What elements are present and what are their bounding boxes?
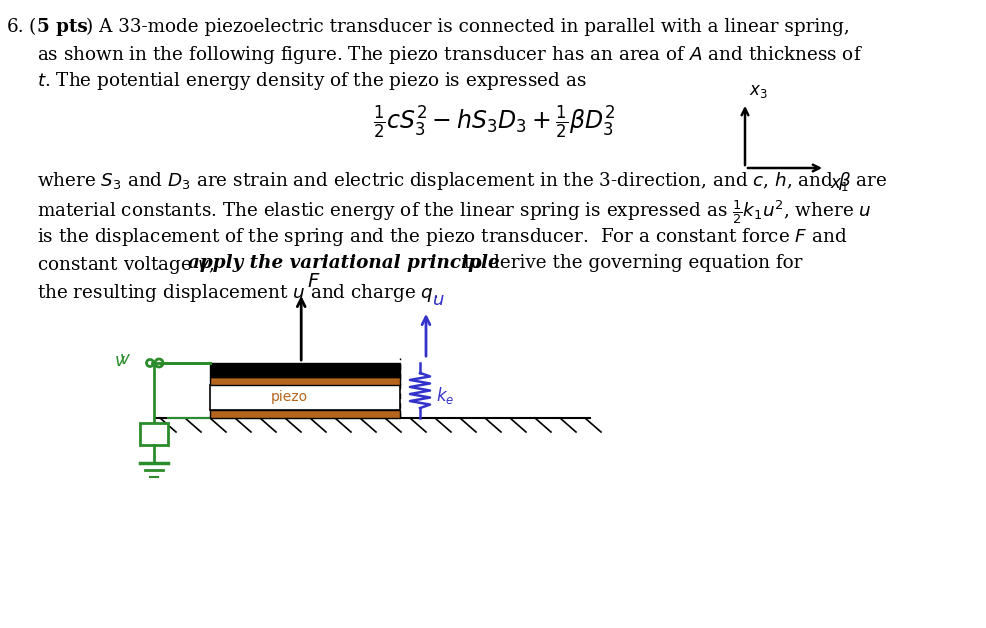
Text: $x_1$: $x_1$ (829, 176, 848, 193)
Text: 6.: 6. (7, 18, 25, 36)
Text: to derive the governing equation for: to derive the governing equation for (458, 254, 802, 272)
Text: constant voltage $v$,: constant voltage $v$, (36, 254, 216, 276)
Text: $x_3$: $x_3$ (748, 83, 767, 100)
Text: is the displacement of the spring and the piezo transducer.  For a constant forc: is the displacement of the spring and th… (36, 226, 847, 248)
Text: (: ( (28, 18, 35, 36)
Text: $k_e$: $k_e$ (436, 385, 454, 406)
Text: piezo: piezo (271, 391, 308, 404)
Text: $v$: $v$ (113, 354, 126, 371)
Bar (210, 385, 399, 410)
Bar (140, 423, 168, 445)
Text: $u$: $u$ (432, 291, 444, 309)
Text: as shown in the following figure. The piezo transducer has an area of $\mathit{A: as shown in the following figure. The pi… (36, 44, 862, 66)
Bar (210, 363, 399, 377)
Text: ) A 33-mode piezoelectric transducer is connected in parallel with a linear spri: ) A 33-mode piezoelectric transducer is … (86, 18, 849, 36)
Text: apply the variational principle: apply the variational principle (187, 254, 499, 272)
Text: $F$: $F$ (307, 273, 320, 291)
Bar (210, 377, 399, 385)
Text: $\mathit{t}$. The potential energy density of the piezo is expressed as: $\mathit{t}$. The potential energy densi… (36, 70, 586, 92)
Text: material constants. The elastic energy of the linear spring is expressed as $\fr: material constants. The elastic energy o… (36, 198, 871, 226)
Text: $\frac{1}{2}cS_3^2 - hS_3D_3 + \frac{1}{2}\beta D_3^2$: $\frac{1}{2}cS_3^2 - hS_3D_3 + \frac{1}{… (373, 104, 614, 141)
Text: where $S_3$ and $D_3$ are strain and electric displacement in the 3-direction, a: where $S_3$ and $D_3$ are strain and ele… (36, 170, 886, 192)
Text: $v$: $v$ (119, 352, 131, 369)
Text: 5 pts: 5 pts (36, 18, 88, 36)
Text: the resulting displacement $u$ and charge $q$.: the resulting displacement $u$ and charg… (36, 282, 438, 304)
Bar (210, 410, 399, 418)
